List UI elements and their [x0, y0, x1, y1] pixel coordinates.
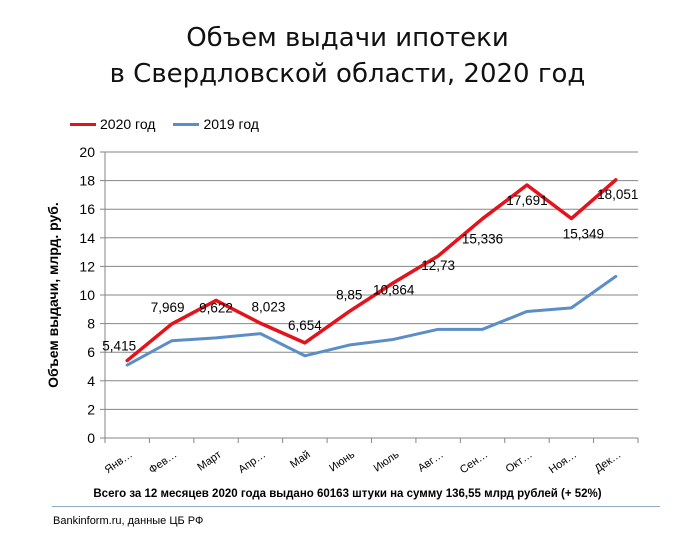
y-tick-label: 0: [87, 430, 95, 446]
data-label: 8,023: [252, 299, 286, 314]
x-tick-label: Авг…: [416, 449, 446, 475]
x-tick-label: Фев…: [147, 449, 180, 477]
x-tick-label: Март: [195, 449, 223, 474]
x-tick-label: Янв…: [103, 449, 135, 477]
y-tick-label: 8: [87, 316, 95, 332]
x-tick-label: Июль: [372, 448, 402, 474]
x-tick-label: Апр…: [236, 449, 268, 476]
x-tick-label: Окт…: [504, 449, 535, 476]
y-tick-label: 6: [87, 344, 95, 360]
y-axis-label: Объем выдачи, млрд. руб.: [45, 202, 61, 388]
legend-label-2019: 2019 год: [203, 116, 259, 132]
data-label: 17,691: [506, 193, 547, 208]
x-tick-label: Дек…: [593, 449, 624, 476]
y-tick-label: 2: [87, 401, 95, 417]
chart-title: Объем выдачи ипотеки в Свердловской обла…: [0, 20, 695, 92]
y-tick-label: 16: [79, 201, 95, 217]
series-line-2020-год: [125, 178, 618, 363]
data-label: 8,85: [336, 287, 362, 302]
line-chart: 0 2 4 6 8 10 12 14 16 18 20 Янв… Фев… Март Апр… Май Июнь…: [45, 144, 639, 477]
data-label: 12,73: [421, 258, 455, 273]
source-divider: [52, 506, 660, 507]
legend-swatch-2019: [173, 122, 200, 126]
y-tick-label: 18: [79, 173, 95, 189]
data-label: 9,622: [199, 300, 233, 315]
data-label: 18,051: [597, 187, 638, 202]
summary-text: Всего за 12 месяцев 2020 года выдано 601…: [93, 488, 602, 500]
x-tick-label: Июнь: [327, 448, 357, 474]
x-tick-label: Ноя…: [547, 449, 579, 477]
legend: 2020 год 2019 год: [70, 114, 277, 134]
data-label: 15,336: [462, 232, 503, 247]
data-label: 6,654: [288, 318, 322, 333]
data-label: 5,415: [102, 339, 136, 354]
y-tick-label: 12: [79, 258, 95, 274]
y-tick-label: 10: [79, 287, 95, 303]
y-tick-label: 4: [87, 373, 95, 389]
x-tick-label: Май: [288, 449, 313, 471]
chart-title-line-1: Объем выдачи ипотеки: [186, 23, 509, 53]
chart-title-line-2: в Свердловской области, 2020 год: [109, 59, 586, 89]
series-line-2019-год: [125, 274, 618, 367]
y-tick-label: 20: [79, 144, 95, 160]
data-label: 10,864: [373, 283, 415, 298]
legend-swatch-2020: [70, 122, 96, 126]
y-tick-label: 14: [79, 230, 95, 246]
legend-item-2019: 2019 год: [173, 116, 259, 132]
legend-label-2020: 2020 год: [100, 116, 156, 132]
legend-item-2020: 2020 год: [70, 116, 155, 132]
data-label: 7,969: [151, 300, 185, 315]
source-text: Bankinform.ru, данные ЦБ РФ: [53, 515, 204, 527]
data-label: 15,349: [563, 227, 604, 242]
x-tick-label: Сен…: [458, 449, 490, 477]
